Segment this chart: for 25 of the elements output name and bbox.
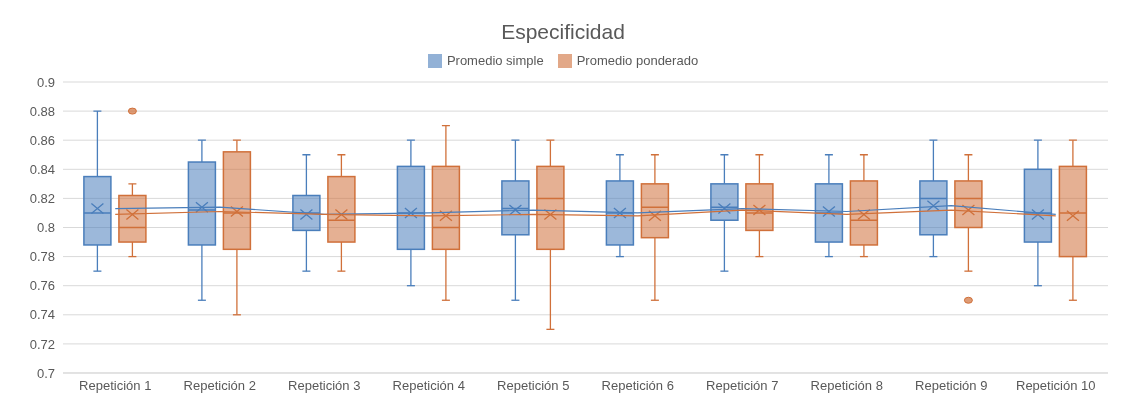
x-tick-label: Repetición 1 — [79, 378, 152, 394]
y-tick-label: 0.7 — [36, 365, 55, 381]
x-tick-label: Repetición 8 — [810, 378, 883, 394]
y-tick-label: 0.82 — [29, 191, 55, 207]
x-tick-label: Repetición 4 — [392, 378, 465, 394]
legend-label: Promedio simple — [445, 53, 544, 68]
y-tick-label: 0.78 — [29, 249, 55, 265]
x-tick-label: Repetición 2 — [183, 378, 256, 394]
chart-title: Especificidad — [500, 19, 626, 45]
x-tick-label: Repetición 7 — [706, 378, 779, 394]
y-tick-label: 0.9 — [36, 74, 55, 90]
y-tick-label: 0.86 — [29, 132, 55, 148]
y-tick-label: 0.72 — [29, 336, 55, 352]
x-tick-label: Repetición 3 — [288, 378, 361, 394]
y-tick-label: 0.74 — [29, 307, 55, 323]
x-tick-label: Repetición 10 — [1016, 378, 1096, 394]
legend-label: Promedio ponderado — [575, 53, 699, 68]
x-tick-label: Repetición 5 — [497, 378, 570, 394]
x-tick-label: Repetición 9 — [915, 378, 988, 394]
y-tick-label: 0.76 — [29, 278, 55, 294]
y-tick-label: 0.88 — [29, 103, 55, 119]
y-tick-label: 0.8 — [36, 220, 55, 236]
y-tick-label: 0.84 — [29, 161, 55, 177]
x-tick-label: Repetición 6 — [601, 378, 674, 394]
line-series — [114, 205, 1057, 216]
